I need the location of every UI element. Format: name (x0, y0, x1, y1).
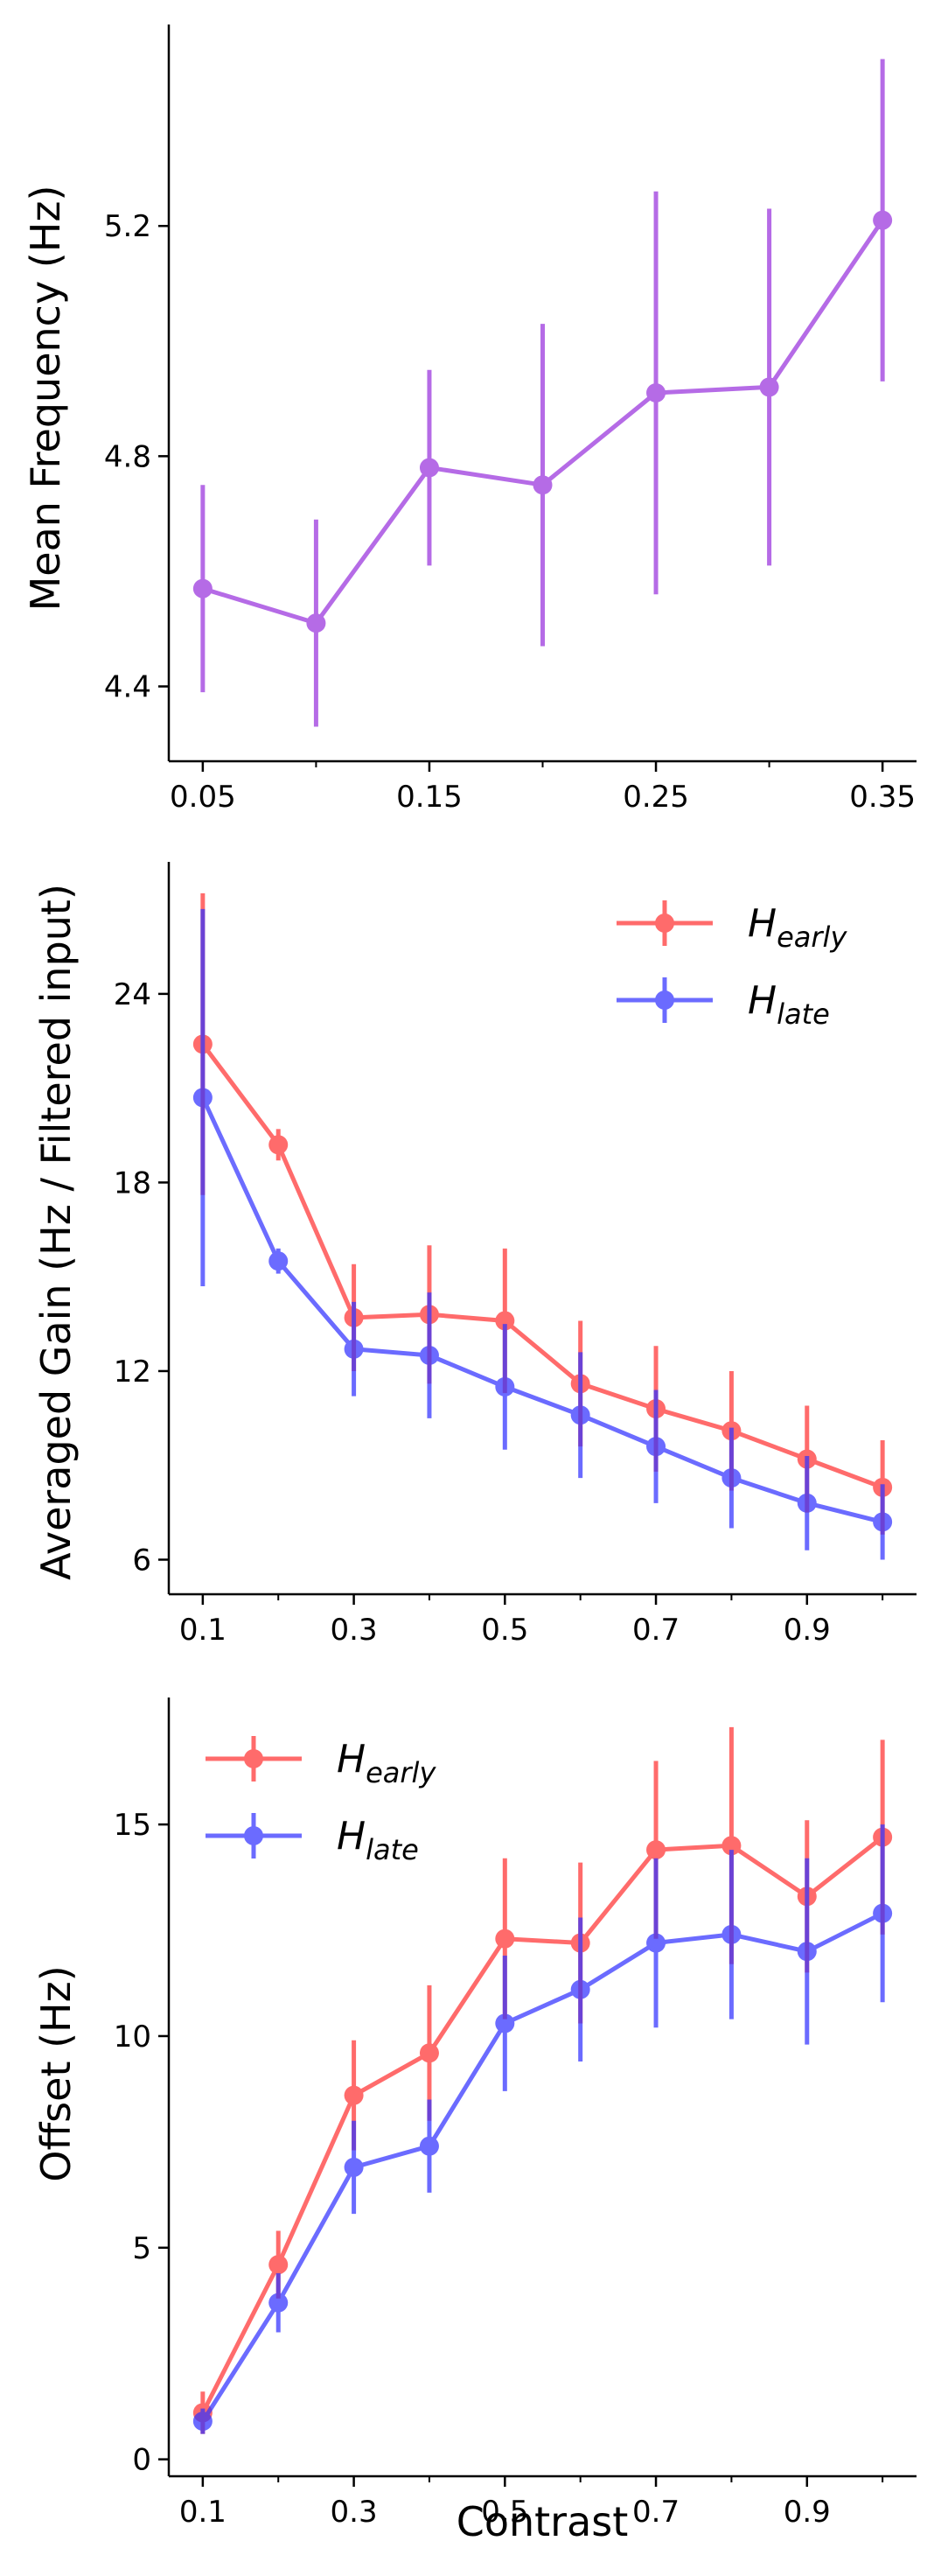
data-point (721, 1468, 742, 1488)
data-point (797, 1942, 817, 1962)
legend-marker (244, 1749, 263, 1768)
data-point (873, 1512, 893, 1532)
data-point (344, 2085, 364, 2105)
x-tick-label: 0.9 (784, 2495, 831, 2530)
x-tick-label: 0.1 (179, 1613, 227, 1648)
data-point (646, 1437, 666, 1457)
data-point (873, 210, 893, 230)
y-tick-label: 4.4 (104, 669, 151, 704)
x-tick-label: 0.1 (179, 2495, 227, 2530)
plot-area-mean-frequency: 0.05 0.15 0.25 0.35 4.4 4.8 5.2 (104, 24, 917, 815)
series-line (200, 1835, 884, 2414)
series-late (192, 1824, 893, 2434)
legend-label: Hlate (337, 1814, 419, 1866)
series-mean-frequency (192, 59, 893, 727)
data-point (192, 578, 213, 598)
data-point (495, 1928, 515, 1949)
data-point (533, 475, 553, 495)
legend-marker (655, 990, 674, 1010)
data-point (646, 1933, 666, 1953)
data-point (495, 1376, 515, 1396)
data-point (344, 2157, 364, 2177)
data-point (419, 458, 439, 478)
x-tick-label: 0.3 (331, 2495, 378, 2530)
data-point (419, 2043, 439, 2063)
x-tick-label: 0.15 (396, 780, 463, 815)
x-tick-label: 0.7 (632, 2495, 680, 2530)
y-axis-label-offset: Offset (Hz) (32, 1965, 80, 2181)
panel-averaged-gain: 0.1 0.3 0.5 0.7 0.9 6 12 18 24 Hearly Hlate Averag… (32, 862, 917, 1648)
x-tick-label: 0.05 (170, 780, 236, 815)
x-tick-label: 0.35 (849, 780, 916, 815)
data-point (495, 2013, 515, 2034)
x-axis-label-contrast: Contrast (457, 2498, 629, 2545)
legend: Hearly Hlate (206, 1736, 436, 1866)
data-point (570, 1405, 590, 1425)
y-tick-label: 6 (132, 1543, 151, 1578)
legend-label: Hlate (748, 978, 830, 1031)
y-tick-label: 0 (132, 2443, 151, 2478)
series-late (192, 908, 893, 1560)
legend-marker (244, 1826, 263, 1845)
x-tick-label: 0.5 (481, 2495, 528, 2530)
panel-mean-frequency: 0.05 0.15 0.25 0.35 4.4 4.8 5.2 Mean Frequency… (22, 24, 917, 815)
legend-item-early (206, 1736, 302, 1782)
data-point (344, 1339, 364, 1359)
y-tick-label: 12 (114, 1354, 151, 1390)
y-tick-label: 5.2 (104, 209, 151, 244)
data-point (721, 1836, 742, 1856)
data-point (495, 1311, 515, 1331)
data-point (646, 383, 666, 402)
legend-label: Hearly (337, 1737, 436, 1789)
data-point (570, 1979, 590, 1999)
data-point (268, 2292, 289, 2313)
y-tick-label: 24 (114, 977, 151, 1012)
data-point (268, 2255, 289, 2275)
series-line (200, 1911, 884, 2423)
x-tick-label: 0.5 (481, 1613, 528, 1648)
data-point (268, 1135, 289, 1155)
data-point (419, 2136, 439, 2156)
data-point (268, 1251, 289, 1271)
y-tick-label: 10 (114, 2020, 151, 2054)
plot-area-offset: 0.1 0.3 0.5 0.7 0.9 0 5 10 15 Hearly Hlate (114, 1698, 917, 2530)
legend-marker (655, 914, 674, 933)
y-tick-label: 4.8 (104, 439, 151, 474)
x-tick-label: 0.25 (623, 780, 689, 815)
x-tick-label: 0.3 (331, 1613, 378, 1648)
panel-offset: 0.1 0.3 0.5 0.7 0.9 0 5 10 15 Hearly Hlate Offset … (32, 1698, 917, 2545)
legend-item-early (617, 900, 713, 946)
y-tick-label: 18 (114, 1166, 151, 1200)
data-point (759, 377, 779, 397)
data-point (419, 1345, 439, 1365)
legend: Hearly Hlate (617, 900, 847, 1031)
series-line (200, 1096, 883, 1524)
data-point (873, 1903, 893, 1923)
legend-label: Hearly (748, 901, 847, 954)
x-tick-label: 0.9 (784, 1613, 831, 1648)
data-point (646, 1840, 666, 1860)
data-point (192, 2412, 213, 2432)
legend-item-late (617, 977, 713, 1023)
data-point (721, 1924, 742, 1944)
y-axis-label-mean-frequency: Mean Frequency (Hz) (22, 186, 69, 612)
y-axis-label-averaged-gain: Averaged Gain (Hz / Filtered input) (32, 884, 80, 1580)
data-point (192, 1088, 213, 1108)
series-line (200, 1042, 883, 1490)
legend-item-late (206, 1813, 302, 1858)
data-point (797, 1493, 817, 1513)
y-tick-label: 5 (132, 2231, 151, 2266)
data-point (306, 613, 326, 634)
plot-area-averaged-gain: 0.1 0.3 0.5 0.7 0.9 6 12 18 24 Hearly Hlate (114, 862, 917, 1648)
x-tick-label: 0.7 (632, 1613, 680, 1648)
y-tick-label: 15 (114, 1808, 151, 1843)
